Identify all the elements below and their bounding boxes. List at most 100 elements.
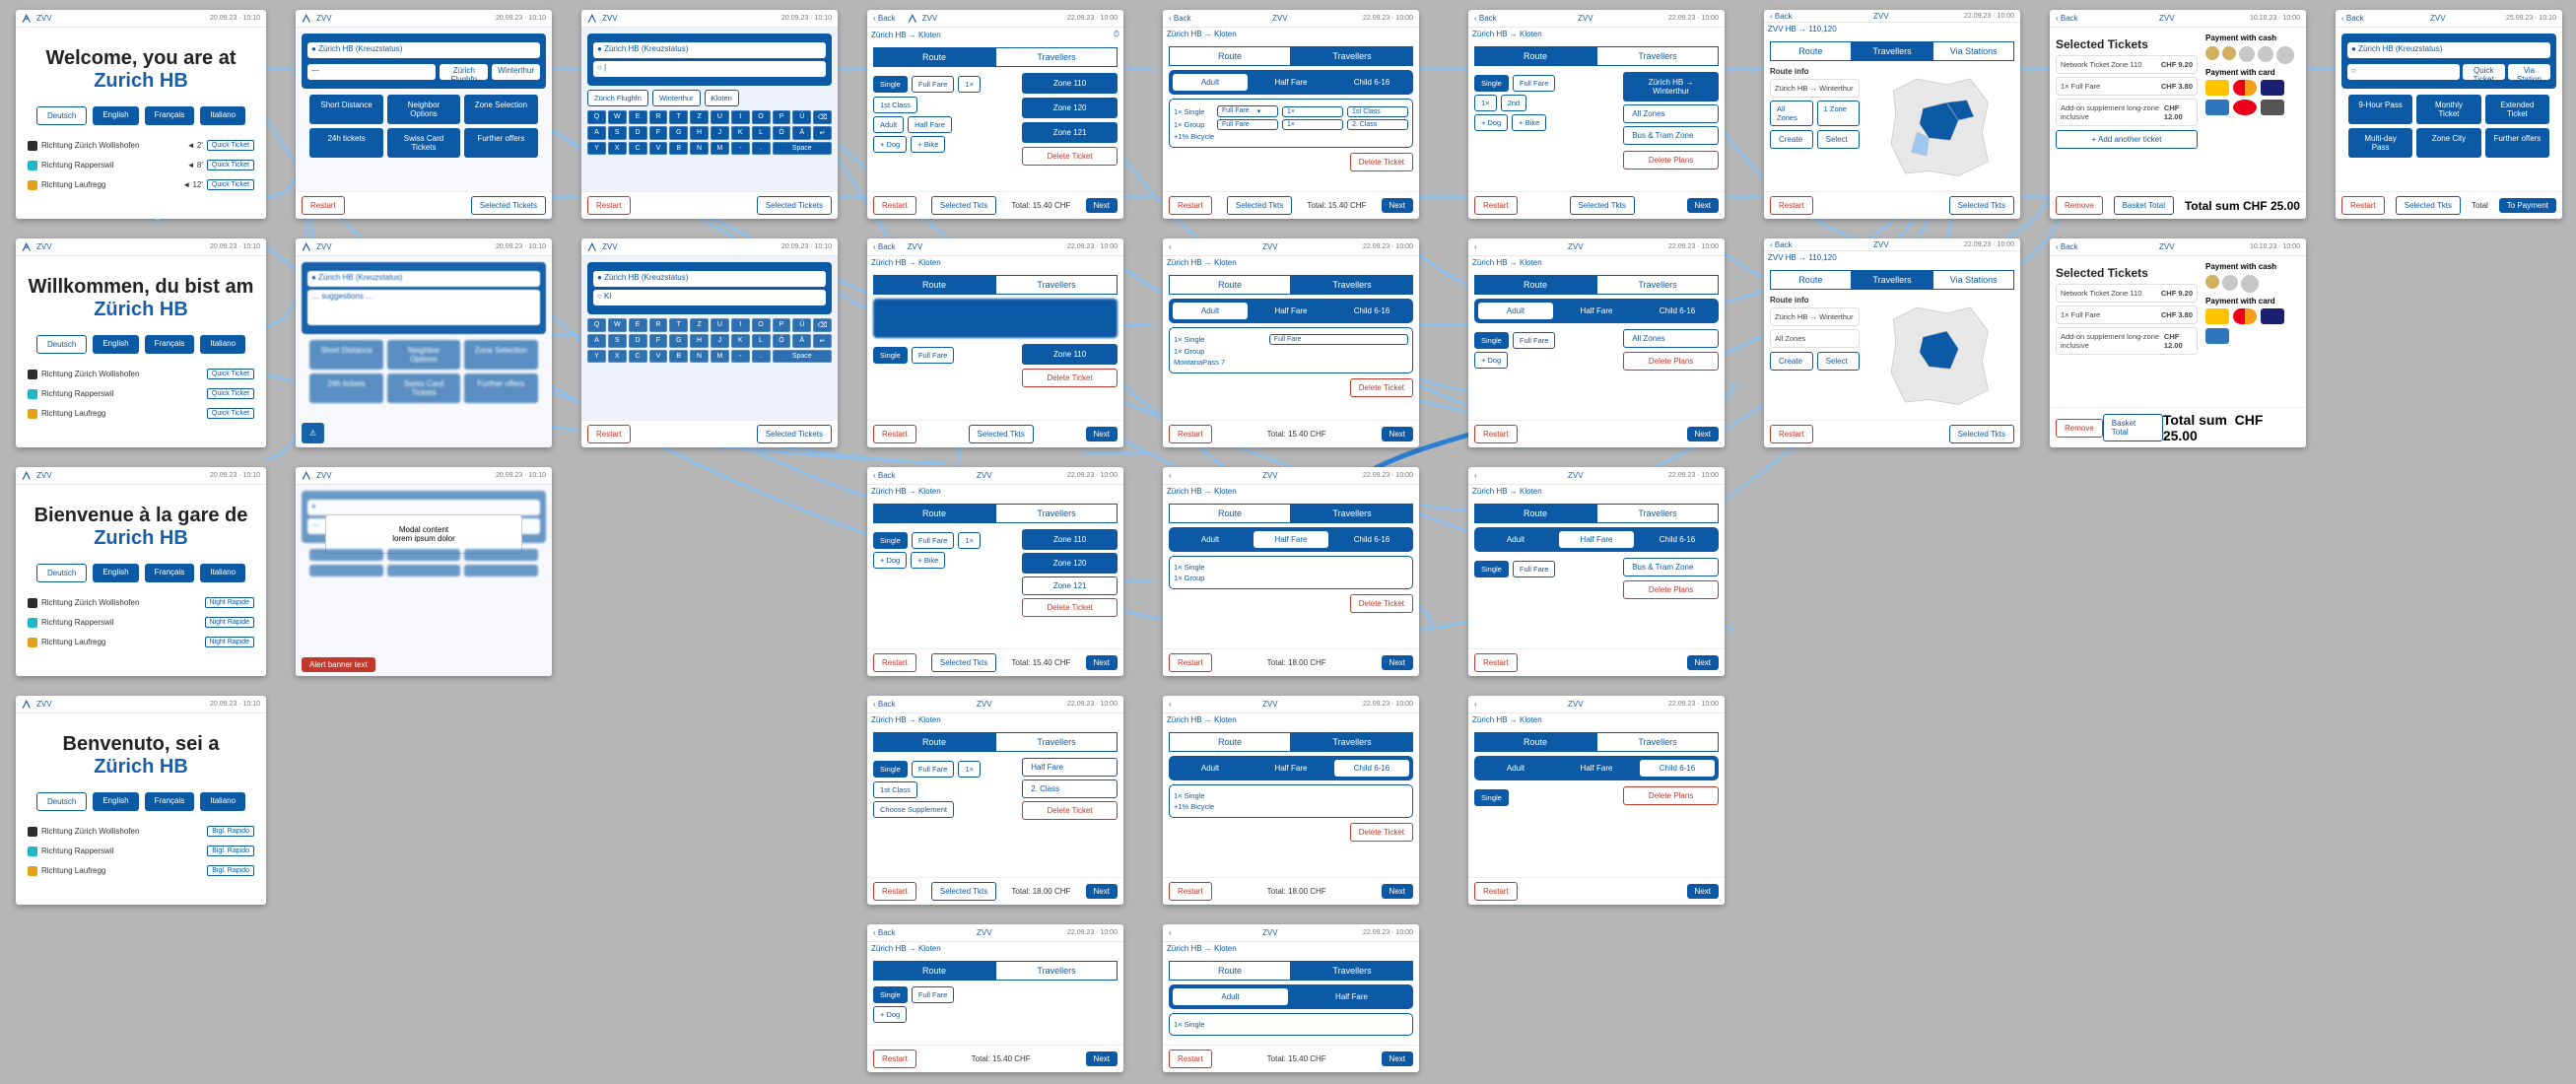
back-button[interactable]: ‹ Back (873, 700, 896, 709)
restart-button[interactable]: Restart (1474, 196, 1518, 215)
tab-travellers[interactable]: Travellers (1291, 732, 1413, 752)
opt-bike[interactable]: + Bike (911, 136, 945, 153)
basket-button[interactable]: Basket Total (2103, 414, 2163, 441)
quick-ticket-button[interactable]: Night Rapide (205, 637, 254, 647)
action-neighbor[interactable]: Neighbor Options (387, 340, 460, 370)
quick-ticket-button[interactable]: Bigl. Rapido (207, 846, 254, 856)
zone-opt[interactable]: Zone 121 (1022, 576, 1118, 595)
quick-ticket-button[interactable]: Bigl. Rapido (207, 826, 254, 837)
restart-button[interactable]: Restart (1169, 425, 1212, 443)
back-button[interactable]: ‹ Back (873, 242, 896, 251)
error-btn[interactable]: ⚠ (302, 423, 324, 443)
tab-route[interactable]: Route (1474, 732, 1596, 752)
back-button[interactable]: ‹ Back (2056, 242, 2078, 251)
delete-ticket-button[interactable]: Delete Ticket (1022, 801, 1118, 820)
offer[interactable]: Extended Ticket (2485, 95, 2549, 124)
opt[interactable]: Single (1474, 789, 1509, 806)
tab-travellers[interactable]: Travellers (1596, 504, 1719, 523)
tab-travellers[interactable]: Travellers (1291, 961, 1413, 981)
restart-button[interactable]: Restart (1474, 425, 1518, 443)
opt[interactable]: + Bike (911, 552, 945, 569)
tab-travellers[interactable]: Travellers (1596, 46, 1719, 66)
action-zone[interactable]: Zone Selection (464, 340, 537, 370)
opt-halffare[interactable]: Half Fare (908, 116, 952, 133)
next-button[interactable]: Next (1382, 655, 1413, 670)
add-ticket-button[interactable]: + Add another ticket (2056, 130, 2198, 149)
panel-item[interactable]: 1 Zone (1817, 101, 1861, 126)
addon[interactable]: 2. Class (1022, 779, 1118, 798)
opt-dog[interactable]: + Dog (873, 136, 907, 153)
restart-button[interactable]: Restart (302, 196, 345, 215)
dest-item[interactable]: Richtung Zürich WollishofenBigl. Rapido (22, 823, 260, 840)
dest-item[interactable]: Richtung Zürich WollishofenQuick Ticket (22, 366, 260, 382)
dest-item[interactable]: Richtung LaufreggQuick Ticket (22, 405, 260, 422)
lang-en[interactable]: English (93, 792, 138, 811)
tab-route[interactable]: Route (1770, 270, 1852, 290)
restart-button[interactable]: Restart (1169, 653, 1212, 672)
opt[interactable]: Full Fare (912, 761, 955, 778)
lang-de[interactable]: Deutsch (36, 335, 87, 354)
create-button[interactable]: Create (1770, 130, 1813, 149)
lang-it[interactable]: Italiano (200, 564, 245, 582)
delete-ticket-button[interactable]: Delete Ticket (1350, 594, 1413, 613)
from-input[interactable]: ● Zürich HB (Kreuzstatus) (2347, 42, 2550, 58)
selected-tickets-button[interactable]: Selected Tickets (757, 196, 832, 215)
select-button[interactable]: Select (1817, 352, 1861, 371)
next-button[interactable]: Next (1382, 884, 1413, 899)
next-button[interactable]: Next (1687, 655, 1719, 670)
lang-it[interactable]: Italiano (200, 106, 245, 125)
next-button[interactable]: Next (1382, 1051, 1413, 1066)
restart-button[interactable]: Restart (1474, 653, 1518, 672)
quick-ticket-button[interactable]: Quick Ticket (207, 388, 254, 399)
panel-item[interactable]: Bus & Tram Zone (1623, 126, 1719, 145)
opt[interactable]: Single (1474, 75, 1509, 92)
back-button[interactable]: ‹ Back (1770, 12, 1793, 21)
opt-class1[interactable]: 1st Class (873, 97, 917, 113)
lang-en[interactable]: English (93, 335, 138, 354)
restart-button[interactable]: Restart (1169, 882, 1212, 901)
tab-route[interactable]: Route (1169, 732, 1291, 752)
zone-opt[interactable]: Zone 120 (1022, 553, 1118, 574)
restart-button[interactable]: Restart (873, 882, 916, 901)
remove-button[interactable]: Remove (2056, 196, 2103, 215)
tab-travellers[interactable]: Travellers (1291, 46, 1413, 66)
action-swisscard[interactable]: Swiss Card Tickets (387, 373, 460, 403)
seg-half[interactable]: Half Fare (1254, 74, 1328, 91)
opt-qty[interactable]: 1× (958, 76, 981, 93)
restart-button[interactable]: Restart (587, 196, 631, 215)
next-button[interactable]: Next (1382, 427, 1413, 441)
tab-route[interactable]: Route (1169, 275, 1291, 295)
zone-opt[interactable]: Zone 110 (1022, 344, 1118, 365)
back-button[interactable]: ‹ (1474, 700, 1477, 709)
back-button[interactable]: ‹ Back (873, 14, 896, 23)
back-button[interactable]: ‹ (1169, 700, 1172, 709)
offer[interactable]: Monthly Ticket (2416, 95, 2480, 124)
tab-route[interactable]: Route (1474, 504, 1596, 523)
opt[interactable]: + Dog (1474, 352, 1508, 369)
opt[interactable]: + Bike (1512, 114, 1546, 131)
to-input[interactable]: — (307, 64, 436, 80)
tab-route[interactable]: Route (1474, 46, 1596, 66)
action-24h[interactable]: 24h tickets (309, 128, 382, 158)
tab-route[interactable]: Route (1169, 46, 1291, 66)
delete-ticket-button[interactable]: Delete Ticket (1350, 823, 1413, 842)
keyboard[interactable]: QWERTZUIOPÜ⌫ ASDFGHJKLÖÄ↵ YXCVBNM-.Space (587, 110, 832, 155)
chip[interactable]: Quick Ticket (2463, 64, 2505, 80)
back-button[interactable]: ‹ Back (2056, 14, 2078, 23)
action-zone[interactable]: Zone Selection (464, 95, 537, 124)
next-button[interactable]: Next (1086, 655, 1118, 670)
selected-button[interactable]: Selected Tkts (969, 425, 1034, 443)
dest-item[interactable]: Richtung Rapperswil◄ 8'Quick Ticket (22, 157, 260, 173)
lang-en[interactable]: English (93, 106, 138, 125)
opt[interactable]: 1× (958, 761, 981, 778)
zone-opt[interactable]: Zone 121 (1022, 122, 1118, 143)
dest-item[interactable]: Richtung Zürich WollishofenNight Rapide (22, 594, 260, 611)
traveller-segments[interactable]: Adult Half Fare Child 6-16 (1169, 70, 1413, 95)
delete-ticket-button[interactable]: Delete Ticket (1022, 369, 1118, 387)
next-button[interactable]: Next (1086, 198, 1118, 213)
suggest-chip[interactable]: Kloten (705, 90, 739, 106)
opt[interactable]: Full Fare (1513, 332, 1556, 349)
tab-travellers[interactable]: Travellers (995, 961, 1118, 981)
tab-travellers[interactable]: Travellers (995, 732, 1118, 752)
offer[interactable]: 9-Hour Pass (2348, 95, 2412, 124)
